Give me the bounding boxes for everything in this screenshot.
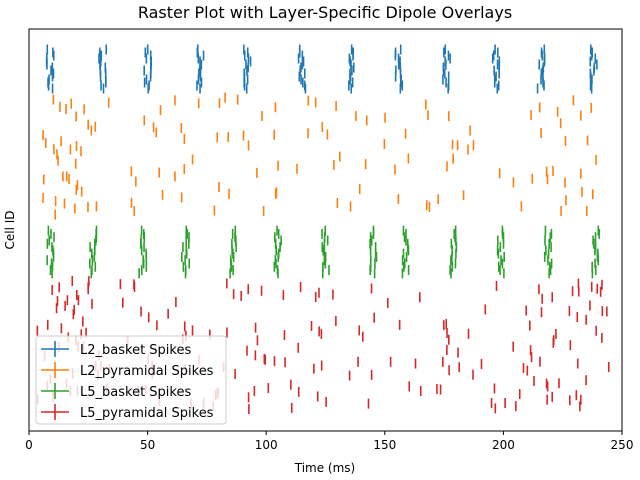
x-tick-label: 50: [140, 438, 155, 452]
x-tick-label: 0: [25, 438, 33, 452]
legend-entry-label: L5_pyramidal Spikes: [80, 406, 214, 421]
chart-title: Raster Plot with Layer-Specific Dipole O…: [138, 3, 512, 22]
axes-frame: [28, 28, 623, 432]
legend-entry-label: L2_pyramidal Spikes: [80, 364, 214, 379]
x-tick-label: 150: [373, 438, 396, 452]
x-axis-label: Time (ms): [294, 461, 356, 475]
x-tick-label: 250: [611, 438, 634, 452]
legend-entry-label: L5_basket Spikes: [80, 385, 191, 400]
x-axis: 0 50 100 150 200 250: [25, 431, 633, 452]
plot-area: [36, 44, 610, 415]
legend-box: [35, 335, 227, 425]
x-tick-label: 200: [492, 438, 515, 452]
legend: L2_basket Spikes L2_pyramidal Spikes L5_ba…: [35, 335, 227, 425]
legend-entry-label: L2_basket Spikes: [80, 343, 191, 358]
x-tick-label: 100: [255, 438, 278, 452]
y-axis-label: Cell ID: [3, 210, 17, 249]
